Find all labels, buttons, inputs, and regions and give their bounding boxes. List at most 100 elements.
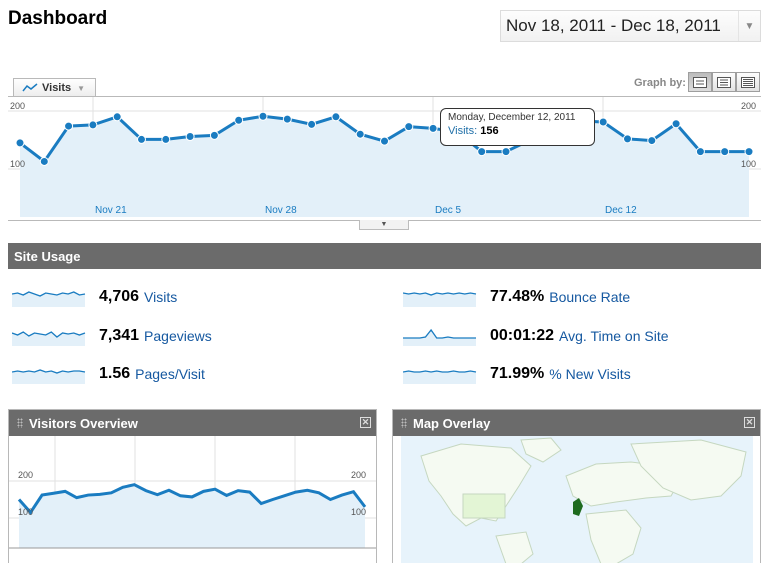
visits-point[interactable] — [234, 115, 244, 125]
y-tick-label: 100 — [10, 159, 25, 169]
metric-selector[interactable]: Visits ▼ — [13, 78, 96, 97]
visitors-overview-chart[interactable]: 200 200 100 100 — [9, 436, 376, 563]
metric-value: 77.48% — [490, 288, 545, 305]
visits-point[interactable] — [477, 147, 487, 157]
map-overlay-header[interactable]: Map Overlay ✕ — [393, 410, 760, 436]
day-view-icon — [693, 76, 707, 88]
uk-highlight — [573, 498, 583, 516]
visits-point[interactable] — [598, 117, 608, 127]
x-tick-label: Nov 21 — [95, 205, 127, 216]
metric-value: 71.99% — [490, 365, 545, 382]
graph-by-day-button[interactable] — [688, 72, 712, 92]
world-map[interactable] — [401, 436, 753, 563]
visitors-line — [17, 483, 367, 515]
drag-grip-icon[interactable] — [401, 418, 407, 428]
chevron-down-icon[interactable]: ▼ — [738, 11, 760, 41]
visits-point[interactable] — [258, 111, 268, 121]
visits-point[interactable] — [307, 119, 317, 129]
metric-link[interactable]: Bounce Rate — [549, 289, 631, 305]
tooltip-date: Monday, December 12, 2011 — [448, 112, 576, 123]
page-title: Dashboard — [8, 8, 108, 29]
metric-value: 1.56 — [99, 365, 131, 382]
visits-point[interactable] — [15, 138, 25, 148]
visits-point[interactable] — [112, 112, 122, 122]
y-tick-label: 200 — [18, 470, 33, 480]
graph-by-week-button[interactable] — [712, 72, 736, 92]
visits-point[interactable] — [623, 134, 632, 144]
visits-point[interactable] — [39, 156, 49, 166]
visits-point[interactable] — [137, 134, 146, 144]
x-tick-label: Dec 12 — [605, 205, 637, 216]
x-tick-label: Nov 28 — [265, 205, 297, 216]
world-map-svg — [420, 437, 747, 563]
visits-point[interactable] — [720, 147, 730, 157]
sparkline — [12, 291, 86, 307]
y-tick-label: 100 — [351, 507, 366, 517]
sparkline — [403, 328, 476, 346]
metric-visits: 4,706 Visits — [12, 286, 177, 308]
visits-point[interactable] — [695, 147, 705, 157]
visits-point[interactable] — [161, 134, 171, 144]
asia-shape — [630, 439, 747, 501]
date-range-text: Nov 18, 2011 - Dec 18, 2011 — [506, 16, 721, 35]
metric-link[interactable]: % New Visits — [549, 366, 631, 382]
metric-link[interactable]: Pageviews — [144, 328, 212, 344]
drag-grip-icon[interactable] — [17, 418, 23, 428]
visits-point[interactable] — [671, 119, 681, 129]
metric-link[interactable]: Visits — [144, 289, 178, 305]
visits-point[interactable] — [282, 114, 292, 124]
usa-region — [462, 493, 506, 519]
visits-point[interactable] — [209, 130, 219, 140]
close-icon[interactable]: ✕ — [744, 417, 755, 428]
dropdown-arrow-icon: ▼ — [77, 83, 86, 93]
metric-value: 4,706 — [99, 288, 140, 305]
visits-point[interactable] — [404, 122, 414, 132]
visitors-area — [19, 484, 365, 548]
sparkline-area — [12, 370, 85, 384]
visits-point[interactable] — [331, 112, 341, 122]
visits-point[interactable] — [744, 147, 754, 157]
y-tick-label: 200 — [351, 470, 366, 480]
tooltip-metric-label: Visits: — [448, 125, 478, 137]
sparkline-line — [403, 292, 477, 296]
metric-pages-visit: 1.56 Pages/Visit — [12, 363, 205, 385]
sparkline — [12, 331, 86, 346]
site-usage-header: Site Usage — [8, 243, 761, 269]
y-tick-label: 100 — [18, 507, 33, 517]
visits-point[interactable] — [185, 132, 195, 142]
sparkline — [403, 292, 477, 307]
visits-point[interactable] — [380, 136, 389, 146]
visits-point[interactable] — [647, 136, 657, 146]
date-range-picker[interactable]: Nov 18, 2011 - Dec 18, 2011 ▼ — [500, 10, 761, 42]
sparkline-line — [12, 369, 86, 374]
graph-by-month-button[interactable] — [736, 72, 760, 92]
week-view-icon — [717, 76, 731, 88]
sparkline-line — [12, 331, 86, 338]
metric-link[interactable]: Avg. Time on Site — [559, 328, 669, 344]
visitors-overview-header[interactable]: Visitors Overview ✕ — [9, 410, 376, 436]
sparkline-area — [403, 371, 476, 384]
visits-line-chart[interactable]: 200 200 100 100 Nov 21 Nov 28 Dec 5 Dec 12 — [8, 96, 761, 221]
map-overlay-panel: Map Overlay ✕ — [392, 409, 761, 563]
visits-point[interactable] — [88, 120, 98, 130]
metric-selector-label: Visits — [42, 82, 72, 94]
metric-link[interactable]: Pages/Visit — [135, 366, 205, 382]
visits-point[interactable] — [355, 129, 365, 139]
metric--new-visits: 71.99%% New Visits — [403, 363, 631, 385]
visits-point[interactable] — [428, 123, 438, 133]
month-view-icon — [741, 76, 755, 88]
close-icon[interactable]: ✕ — [360, 417, 371, 428]
graph-resize-handle[interactable]: ▼ — [359, 220, 409, 230]
y-tick-label: 200 — [10, 101, 25, 111]
y-tick-label: 200 — [741, 101, 756, 111]
visits-point[interactable] — [501, 147, 511, 157]
line-chart-icon — [22, 83, 38, 92]
x-tick-label: Dec 5 — [435, 205, 462, 216]
africa-shape — [585, 509, 642, 563]
chart-tooltip: Monday, December 12, 2011 Visits: 156 — [440, 108, 595, 146]
greenland-shape — [520, 437, 562, 463]
y-tick-label: 100 — [741, 159, 756, 169]
sparkline-line — [12, 291, 86, 297]
visits-point[interactable] — [64, 121, 74, 131]
sparkline-area — [12, 292, 85, 307]
